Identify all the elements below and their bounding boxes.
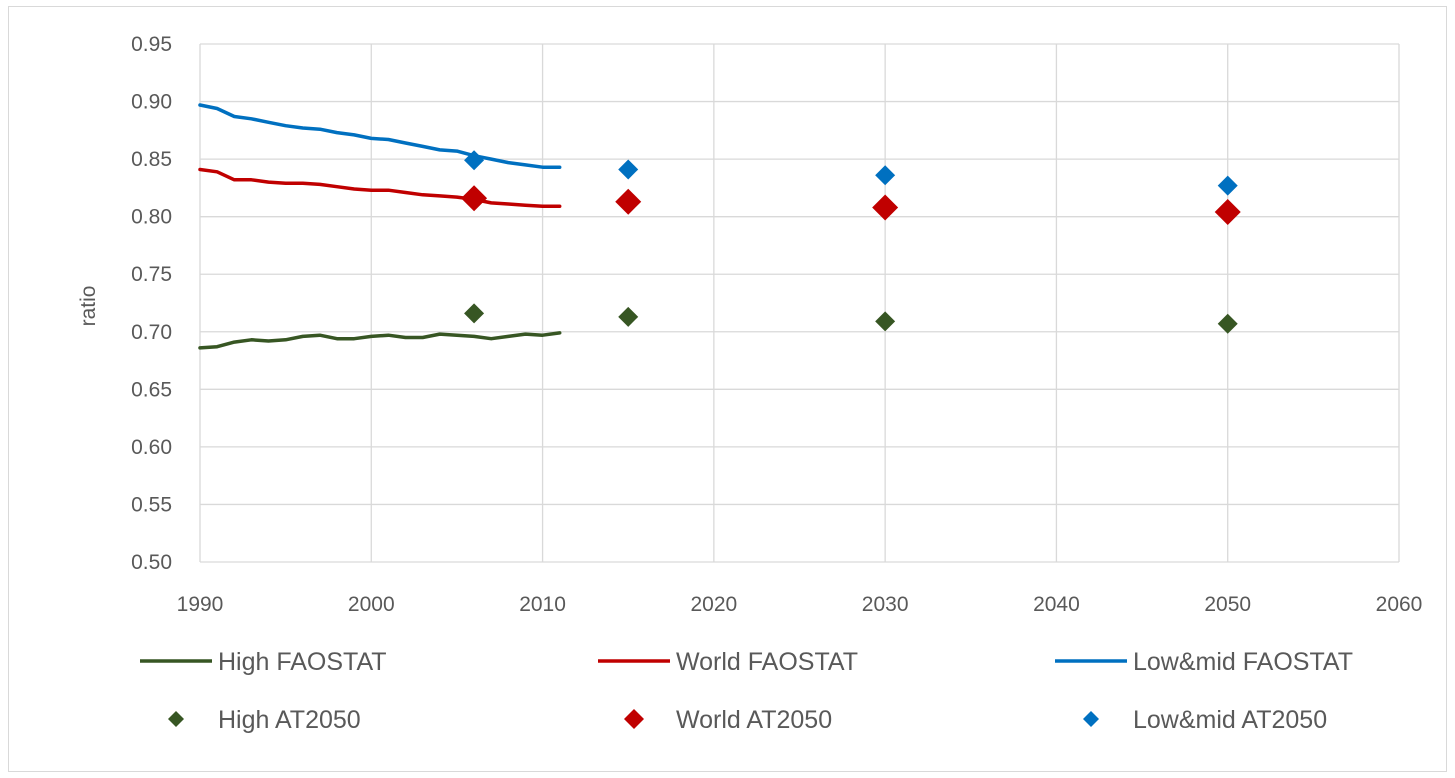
y-tick-label: 0.60 (131, 436, 172, 459)
y-tick-label: 0.85 (131, 148, 172, 171)
x-tick-label: 2000 (348, 593, 395, 616)
marker-high-at2050 (1217, 313, 1238, 334)
y-axis-title: ratio (77, 286, 100, 327)
legend-label-world-faostat: World FAOSTAT (676, 648, 858, 676)
marker-world-at2050 (1214, 199, 1241, 226)
x-tick-label: 2060 (1376, 593, 1423, 616)
legend-label-low-mid-at2050: Low&mid AT2050 (1133, 706, 1327, 734)
marker-low-mid-at2050 (618, 159, 639, 180)
series-line-world-faostat (198, 167, 562, 209)
y-tick-label: 0.90 (131, 91, 172, 114)
legend: High FAOSTAT World FAOSTAT Low&mid FAOSTAT… (140, 648, 1353, 734)
y-tick-label: 0.55 (131, 493, 172, 516)
y-tick-label: 0.95 (131, 33, 172, 56)
legend-swatch-high-at2050 (168, 711, 184, 727)
marker-world-at2050 (872, 194, 899, 221)
marker-low-mid-at2050 (1217, 175, 1238, 196)
x-tick-label: 2020 (690, 593, 737, 616)
y-axis-ticks: 0.50 0.55 0.60 0.65 0.70 0.75 0.80 0.85 0.90 0.95 (131, 33, 172, 574)
marker-low-mid-at2050 (464, 150, 485, 171)
y-tick-label: 0.75 (131, 263, 172, 286)
marker-high-at2050 (618, 306, 639, 327)
x-tick-label: 2010 (519, 593, 566, 616)
y-tick-label: 0.80 (131, 206, 172, 229)
legend-label-low-mid-faostat: Low&mid FAOSTAT (1133, 648, 1353, 676)
marker-low-mid-at2050 (875, 165, 896, 186)
legend-label-world-at2050: World AT2050 (676, 706, 832, 734)
gridlines (199, 43, 1400, 563)
y-tick-label: 0.70 (131, 321, 172, 344)
marker-world-at2050 (615, 188, 642, 215)
y-tick-label: 0.65 (131, 378, 172, 401)
marker-high-at2050 (464, 303, 485, 324)
legend-label-high-faostat: High FAOSTAT (218, 648, 387, 676)
x-tick-label: 1990 (177, 593, 224, 616)
series-layer (198, 103, 1241, 350)
x-tick-label: 2030 (862, 593, 909, 616)
x-tick-label: 2050 (1204, 593, 1251, 616)
series-line-high-faostat (198, 331, 562, 350)
legend-swatch-low-mid-at2050 (1083, 711, 1099, 727)
x-axis-ticks: 1990 2000 2010 2020 2030 2040 2050 2060 (177, 593, 1423, 616)
x-tick-label: 2040 (1033, 593, 1080, 616)
legend-label-high-at2050: High AT2050 (218, 706, 361, 734)
legend-swatch-world-at2050 (624, 709, 644, 729)
y-tick-label: 0.50 (131, 551, 172, 574)
series-line-low-mid-faostat (198, 103, 562, 169)
marker-high-at2050 (875, 311, 896, 332)
marker-world-at2050 (461, 185, 488, 212)
